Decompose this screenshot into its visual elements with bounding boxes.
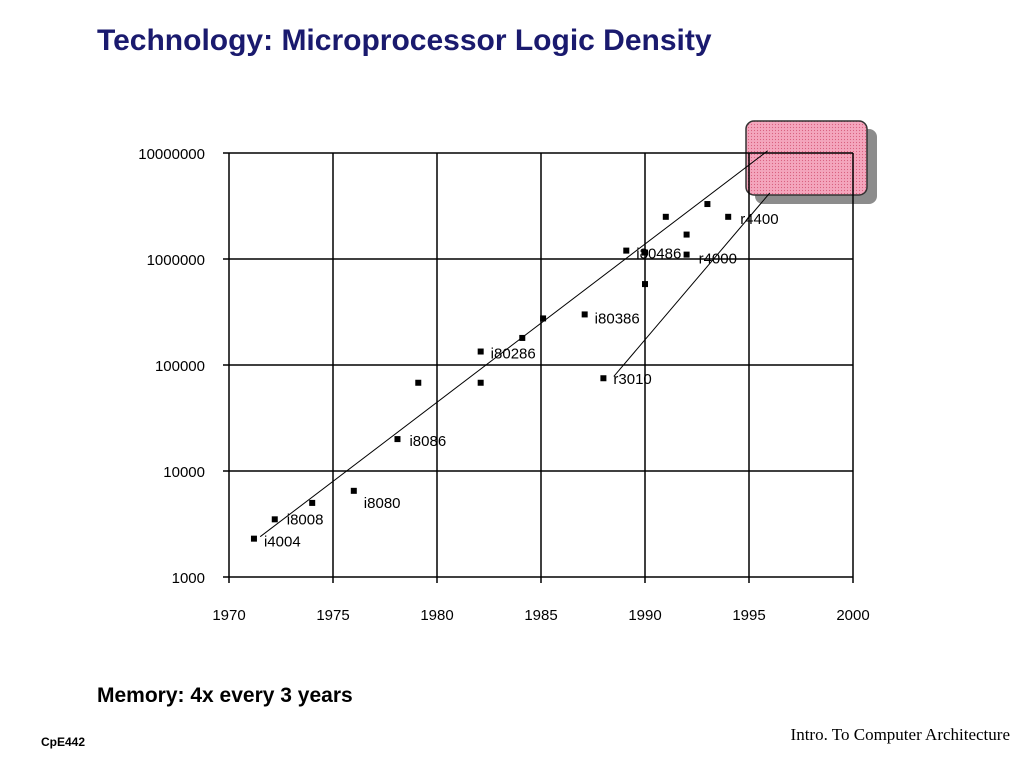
data-point <box>581 311 588 318</box>
highlight-box <box>745 120 868 196</box>
trend-line <box>259 150 769 538</box>
data-point <box>683 251 690 258</box>
data-point <box>477 348 484 355</box>
data-point <box>725 213 732 220</box>
x-tick-label: 1985 <box>524 607 557 624</box>
x-tick-label: 1995 <box>732 607 765 624</box>
data-point <box>704 201 711 208</box>
data-point <box>250 535 257 542</box>
course-name: Intro. To Computer Architecture <box>790 725 1010 744</box>
x-tick-label: 2000 <box>836 607 869 624</box>
point-label-i80286: i80286 <box>491 346 536 363</box>
x-tick-label: 1980 <box>420 607 453 624</box>
point-label-r3010: r3010 <box>613 371 651 388</box>
point-label-r4000: r4000 <box>699 251 737 268</box>
y-tick-label: 1000000 <box>147 252 205 269</box>
data-point <box>642 281 648 288</box>
x-tick-label: 1970 <box>212 607 245 624</box>
course-code: CpE442 <box>41 735 86 749</box>
y-tick-label: 10000000 <box>138 146 205 163</box>
slide-title: Technology: Microprocessor Logic Density <box>97 24 712 57</box>
data-point <box>309 499 316 506</box>
data-point <box>683 231 690 238</box>
data-point <box>271 516 278 523</box>
trend-line <box>613 192 771 377</box>
point-label-i8086: i8086 <box>409 433 446 450</box>
x-tick-label: 1975 <box>316 607 349 624</box>
point-label-i80486: i80486 <box>636 246 681 263</box>
y-tick-label: 100000 <box>155 358 205 375</box>
point-label-r4400: r4400 <box>740 211 778 228</box>
data-point <box>394 436 401 443</box>
data-point <box>662 213 669 220</box>
point-label-i8008: i8008 <box>287 511 324 528</box>
point-label-i4004: i4004 <box>264 534 301 551</box>
point-label-i80386: i80386 <box>595 310 640 327</box>
data-point <box>623 247 630 254</box>
data-point <box>350 487 357 494</box>
data-point <box>540 315 547 322</box>
memory-note: Memory: 4x every 3 years <box>97 684 353 707</box>
y-tick-label: 1000 <box>172 570 205 587</box>
point-label-i8080: i8080 <box>364 495 401 512</box>
data-point <box>600 375 607 382</box>
data-point <box>415 379 422 386</box>
data-point <box>642 249 648 256</box>
x-tick-label: 1990 <box>628 607 661 624</box>
data-point <box>519 334 526 341</box>
data-point <box>477 379 484 386</box>
y-tick-label: 10000 <box>163 464 205 481</box>
